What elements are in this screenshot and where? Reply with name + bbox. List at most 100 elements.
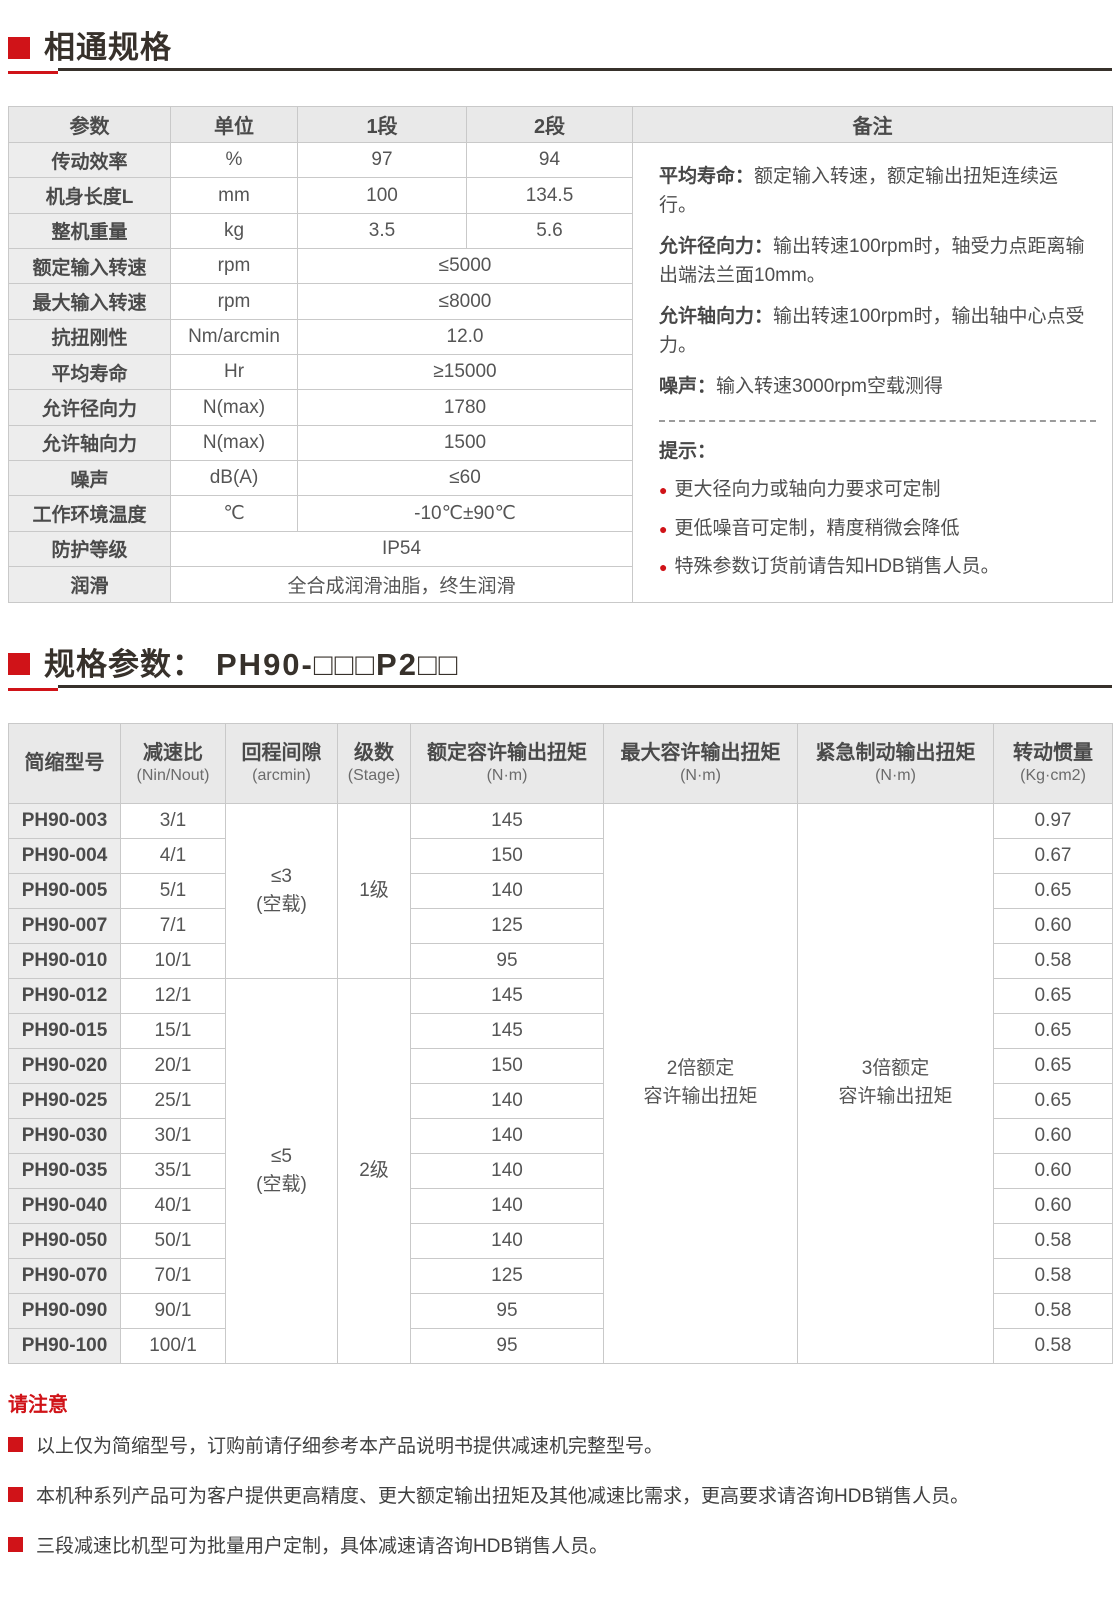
unit-cell: N(max) — [170, 424, 298, 462]
section-common-header: 相通规格 — [8, 0, 1112, 63]
remark-label: 允许轴向力： — [659, 306, 774, 327]
remark-label: 噪声： — [659, 376, 717, 397]
inertia-cell: 0.65 — [993, 1012, 1113, 1049]
unit-cell: mm — [170, 177, 298, 214]
notice-text: 以上仅为简缩型号，订购前请仔细参考本产品说明书提供减速机完整型号。 — [36, 1435, 664, 1457]
model-cell: PH90-020 — [8, 1047, 121, 1084]
rated-torque-cell: 140 — [410, 1222, 604, 1259]
rated-torque-cell: 145 — [410, 1012, 604, 1049]
rated-torque-cell: 125 — [410, 907, 604, 944]
remark-text: 额定输入转速，额定输出扭矩连续运行。 — [659, 166, 1059, 216]
value-cell: 全合成润滑油脂，终生润滑 — [170, 566, 633, 603]
table-row: 整机重量 kg 3.5 5.6 — [8, 212, 1113, 250]
remark-cell: 平均寿命：额定输入转速，额定输出扭矩连续运行。 允许径向力：输出转速100rpm时… — [632, 142, 1113, 603]
model-cell: PH90-050 — [8, 1222, 121, 1259]
table-row: PH90-100 100/1 95 0.58 — [8, 1327, 1113, 1364]
model-cell: PH90-007 — [8, 907, 121, 944]
remark-label: 平均寿命： — [659, 166, 755, 187]
bullet-dot-icon: ● — [659, 482, 668, 499]
unit-cell: rpm — [170, 248, 298, 285]
rated-torque-cell: 140 — [410, 1152, 604, 1189]
header-main: 简缩型号 — [24, 752, 105, 774]
footer-notes-title: 请注意 — [8, 1393, 68, 1416]
param-cell: 传动效率 — [8, 141, 171, 179]
value-cell: ≤60 — [297, 460, 633, 497]
table-row: PH90-015 15/1 145 0.65 — [8, 1012, 1113, 1049]
ratio-cell: 4/1 — [120, 837, 226, 874]
table-row: PH90-020 20/1 150 0.65 — [8, 1047, 1113, 1084]
table-row: PH90-003 3/1 ≤3 (空载) 1级 145 2倍额定 容许输出扭矩 3倍额定 容许输出… — [8, 802, 1113, 1364]
table-row: 润滑 全合成润滑油脂，终生润滑 — [8, 566, 1113, 603]
table-row: PH90-050 50/1 140 0.58 — [8, 1222, 1113, 1259]
cell-line: 容许输出扭矩 — [643, 1086, 758, 1107]
title-underline — [8, 684, 1112, 691]
value-cell-stage1: 100 — [297, 177, 467, 214]
remark-text: 输入转速3000rpm空载测得 — [716, 376, 944, 397]
column-header: 单位 — [170, 106, 298, 143]
table-row: 额定输入转速 rpm ≤5000 — [8, 248, 1113, 285]
rated-torque-cell: 150 — [410, 1047, 604, 1084]
table-row: 允许轴向力 N(max) 1500 — [8, 424, 1113, 462]
column-header: 转动惯量 (Kg·cm2) — [993, 722, 1113, 804]
model-cell: PH90-035 — [8, 1152, 121, 1189]
model-cell: PH90-004 — [8, 837, 121, 874]
inertia-cell: 0.67 — [993, 837, 1113, 874]
column-header: 备注 — [632, 106, 1113, 143]
table-row: 允许径向力 N(max) 1780 — [8, 389, 1113, 426]
unit-cell: ℃ — [170, 495, 298, 532]
square-bullet-icon — [8, 1536, 23, 1552]
common-table-body: 传动效率% 97 94 平均寿命：额定输入转速，额定输出扭矩连续运行。 允许径向力：输出… — [8, 141, 1113, 603]
square-bullet-icon — [8, 1436, 23, 1452]
column-header: 2段 — [466, 106, 633, 143]
model-cell: PH90-012 — [8, 977, 121, 1014]
stage-cell: 1级 — [337, 802, 411, 979]
ratio-cell: 15/1 — [120, 1012, 226, 1049]
value-cell: 1780 — [297, 389, 633, 426]
param-cell: 噪声 — [8, 460, 171, 497]
square-bullet-icon — [8, 1486, 23, 1502]
remark-paragraph: 平均寿命：额定输入转速，额定输出扭矩连续运行。 — [659, 163, 1096, 220]
title-underline — [8, 68, 1112, 74]
remark-paragraph: 噪声：输入转速3000rpm空载测得 — [659, 373, 1096, 402]
column-header: 参数 — [8, 106, 171, 143]
column-header: 级数 (Stage) — [337, 722, 411, 804]
header-main: 额定容许输出扭矩 — [427, 741, 587, 764]
inertia-cell: 0.65 — [993, 1047, 1113, 1084]
header-main: 级数 — [354, 741, 394, 764]
param-cell: 工作环境温度 — [8, 495, 171, 532]
inertia-cell: 0.65 — [993, 977, 1113, 1014]
ratio-cell: 5/1 — [120, 872, 226, 909]
column-header: 减速比 (Nin/Nout) — [120, 722, 226, 804]
header-main: 转动惯量 — [1013, 741, 1093, 764]
inertia-cell: 0.58 — [993, 1292, 1113, 1329]
column-header: 简缩型号 — [8, 722, 121, 804]
spec-table-body: PH90-003 3/1 ≤3 (空载) 1级 145 2倍额定 容许输出扭矩 3倍额定 容许输出… — [8, 802, 1113, 1364]
tips-title: 提示： — [659, 440, 717, 462]
tip-text: 更低噪音可定制，精度稍微会降低 — [674, 517, 960, 539]
header-main: 减速比 — [143, 741, 203, 764]
column-header: 额定容许输出扭矩 (N·m) — [410, 722, 604, 804]
inertia-cell: 0.60 — [993, 1187, 1113, 1224]
model-cell: PH90-003 — [8, 802, 121, 839]
header-sub: (arcmin) — [252, 766, 311, 784]
value-cell-stage2: 5.6 — [466, 212, 633, 250]
table-row: PH90-012 12/1 ≤5 (空载) 2级 145 0.65 — [8, 977, 1113, 1364]
ratio-cell: 12/1 — [120, 977, 226, 1014]
param-cell: 允许轴向力 — [8, 424, 171, 462]
value-cell: ≤5000 — [297, 248, 633, 285]
model-code: PH90-□□□P2□□ — [216, 646, 460, 682]
unit-cell: N(max) — [170, 389, 298, 426]
ratio-cell: 100/1 — [120, 1327, 226, 1364]
rated-torque-cell: 140 — [410, 1082, 604, 1119]
rated-torque-cell: 140 — [410, 1117, 604, 1154]
inertia-cell: 0.58 — [993, 1327, 1113, 1364]
rated-torque-cell: 150 — [410, 837, 604, 874]
remark-label: 允许径向力： — [659, 236, 774, 257]
param-cell: 机身长度L — [8, 177, 171, 214]
inertia-cell: 0.58 — [993, 1222, 1113, 1259]
notice-item: 三段减速比机型可为批量用户定制，具体减速请咨询HDB销售人员。 — [8, 1531, 1112, 1558]
inertia-cell: 0.58 — [993, 1257, 1113, 1294]
ratio-cell: 10/1 — [120, 942, 226, 979]
common-table-head: 参数 单位 1段 2段 备注 — [8, 106, 1113, 143]
